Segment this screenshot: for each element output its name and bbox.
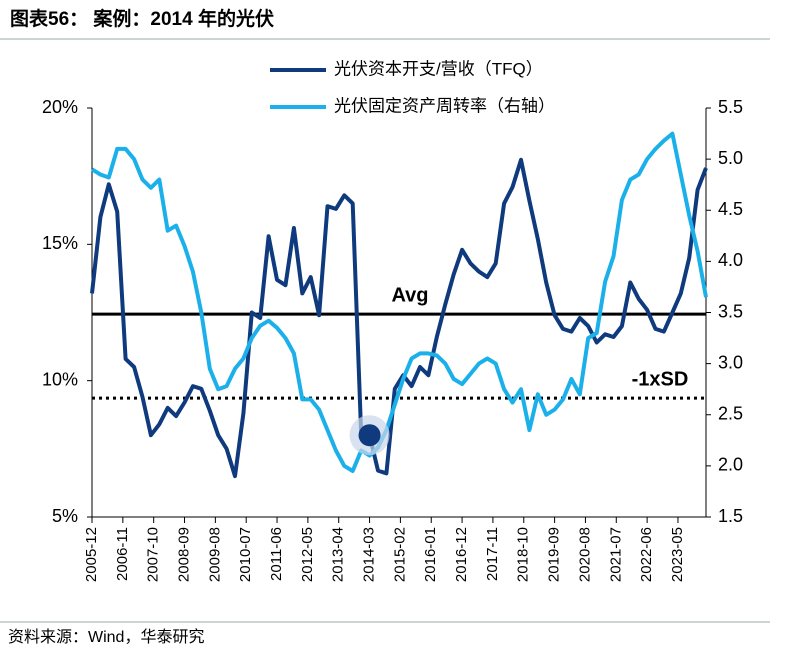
y2-tick-label: 3.5 [718,301,743,321]
legend-label: 光伏固定资产周转率（右轴） [334,96,555,115]
x-tick-label: 2023-05 [669,527,686,582]
x-tick-label: 2022-06 [638,527,655,582]
y2-tick-label: 2.5 [718,404,743,424]
x-tick-label: 2019-09 [546,527,563,582]
reference-label: Avg [391,284,428,306]
x-tick-label: 2008-09 [175,527,192,582]
x-tick-label: 2021-07 [607,527,624,582]
y-tick-label: 15% [42,233,78,253]
y2-tick-label: 4.0 [718,250,743,270]
y2-tick-label: 5.5 [718,97,743,117]
source: 资料来源：Wind，华泰研究 [8,628,204,646]
y2-tick-label: 1.5 [718,506,743,526]
x-tick-label: 2011-06 [268,527,285,581]
x-tick-label: 2010-07 [237,527,254,582]
x-tick-label: 2012-05 [299,527,316,582]
y-tick-label: 5% [52,506,78,526]
x-tick-label: 2016-01 [422,527,439,582]
y2-tick-label: 5.0 [718,148,743,168]
y2-tick-label: 2.0 [718,455,743,475]
x-tick-label: 2006-11 [114,527,131,581]
highlight-point [358,424,381,447]
y-tick-label: 20% [42,97,78,117]
chart-title: 图表56： 案例：2014 年的光伏 [10,7,274,30]
x-tick-label: 2016-12 [453,527,470,582]
reference-label: -1xSD [632,368,689,390]
x-tick-label: 2007-10 [145,527,162,582]
y2-tick-label: 4.5 [718,199,743,219]
x-tick-label: 2009-08 [206,527,223,582]
y2-tick-label: 3.0 [718,352,743,372]
x-tick-label: 2017-11 [484,527,501,581]
series-line [90,131,708,473]
series-line [90,157,708,479]
x-tick-label: 2020-08 [576,527,593,582]
x-tick-label: 2014-03 [361,527,378,582]
x-tick-label: 2013-04 [330,527,347,582]
x-tick-label: 2005-12 [83,527,100,582]
y-tick-label: 10% [42,369,78,389]
x-tick-label: 2015-02 [391,527,408,582]
x-tick-label: 2018-10 [515,527,532,582]
legend-label: 光伏资本开支/营收（TFQ） [334,59,543,78]
